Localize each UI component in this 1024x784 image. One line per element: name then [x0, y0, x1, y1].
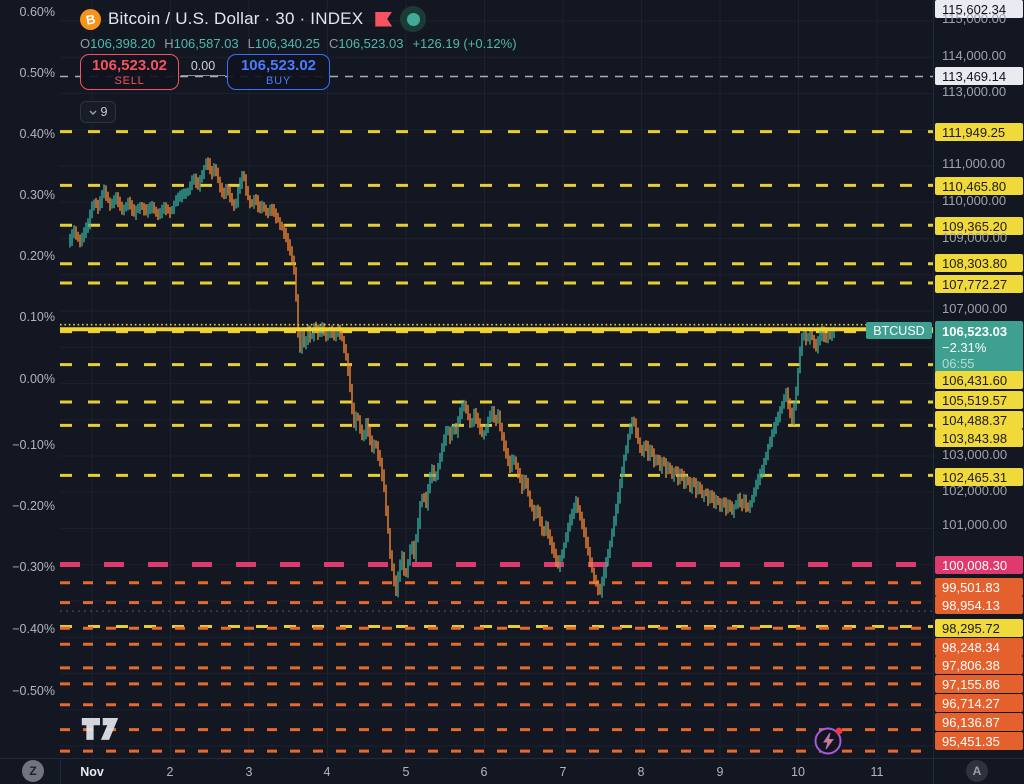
price-axis-label: 109,000.00	[942, 230, 1008, 245]
time-axis-label: 2	[166, 765, 174, 779]
price-axis-label: 114,000.00	[942, 48, 1007, 63]
price-axis-label: 115,000.00	[942, 11, 1007, 26]
current-price: 106,523.03	[942, 324, 1008, 339]
price-level-badge: 96,714.27	[935, 694, 1023, 712]
sell-label: SELL	[114, 74, 145, 87]
bar-countdown: 06:55	[942, 356, 975, 371]
price-level-badge: 110,465.80	[935, 177, 1023, 195]
time-axis-label: 4	[323, 765, 331, 779]
time-axis-label: 11	[870, 765, 884, 779]
price-level-badge: 106,431.60	[935, 371, 1023, 389]
time-axis[interactable]: Nov 2 3 4 5 6 7 8 9 10 11	[0, 758, 1024, 784]
price-axis-label: 110,000.00	[942, 193, 1007, 208]
hint-badge-a[interactable]: A	[966, 760, 988, 782]
price-level-badge: 95,451.35	[935, 732, 1023, 750]
price-level-badge: 99,501.83	[935, 578, 1023, 596]
price-level-badge: 98,248.34	[935, 638, 1023, 656]
current-change-pct: −2.31%	[942, 340, 987, 355]
time-axis-label: 7	[559, 765, 567, 779]
bitcoin-icon: B	[80, 8, 101, 30]
sell-price: 106,523.02	[91, 56, 168, 74]
price-level-badge: 96,136.87	[935, 713, 1023, 731]
time-axis-label: 10	[791, 765, 805, 779]
series-label-badge[interactable]: BTCUSD	[866, 322, 932, 339]
change-value: +126.19 (+0.12%)	[412, 36, 517, 51]
percent-axis-label: −0.50%	[12, 684, 55, 698]
chart-legend: B Bitcoin / U.S. Dollar · 30 · INDEX O10…	[80, 6, 526, 51]
percent-axis-label: 0.10%	[19, 310, 55, 324]
price-level-badge: 113,469.14	[935, 67, 1023, 85]
price-level-badge: 103,843.98	[935, 429, 1023, 447]
hint-badge-z[interactable]: Z	[22, 760, 44, 782]
price-level-badge: 97,155.86	[935, 675, 1023, 693]
percent-axis-label: 0.40%	[19, 127, 55, 141]
time-axis-label: 9	[716, 765, 724, 779]
time-axis-label: Nov	[80, 765, 104, 779]
ohlc-row: O106,398.20 H106,587.03 L106,340.25 C106…	[80, 36, 517, 51]
percent-axis-label: −0.10%	[12, 438, 55, 452]
price-level-badge: 98,295.72	[935, 619, 1023, 637]
price-axis-label: 113,000.00	[942, 84, 1007, 99]
price-level-badge: 111,949.25	[935, 123, 1023, 141]
buy-label: BUY	[265, 74, 292, 87]
price-axis-label: 103,000.00	[942, 447, 1008, 462]
quick-trade-lightning-button[interactable]	[812, 723, 846, 757]
price-level-badge: 108,303.80	[935, 254, 1023, 272]
percent-axis[interactable]: 0.60% 0.50% 0.40% 0.30% 0.20% 0.10% 0.00% −0.10…	[0, 0, 60, 758]
price-axis-label: 111,000.00	[942, 156, 1006, 171]
flag-icon[interactable]	[375, 11, 393, 27]
price-axis-label: 107,000.00	[942, 301, 1008, 316]
percent-axis-label: −0.30%	[12, 560, 55, 574]
percent-axis-label: −0.40%	[12, 622, 55, 636]
percent-axis-label: 0.50%	[19, 66, 55, 80]
price-level-badge: 109,365.20	[935, 217, 1023, 235]
price-level-badge: 104,488.37	[935, 411, 1023, 429]
price-level-badge: 98,954.13	[935, 596, 1023, 614]
percent-axis-label: 0.60%	[19, 5, 55, 19]
chart-pane[interactable]: B Bitcoin / U.S. Dollar · 30 · INDEX O10…	[0, 0, 933, 758]
price-level-badge: 105,519.57	[935, 391, 1023, 409]
price-axis[interactable]: 106,523.03 −2.31% 06:55 115,602.34 115,00…	[933, 0, 1024, 758]
time-axis-label: 3	[245, 765, 253, 779]
notification-dot	[835, 727, 843, 735]
percent-axis-label: 0.20%	[19, 249, 55, 263]
chevron-down-icon	[89, 110, 97, 115]
sell-button[interactable]: 106,523.02 SELL	[80, 54, 179, 90]
tradingview-logo[interactable]	[80, 714, 120, 742]
buy-button[interactable]: 106,523.02 BUY	[227, 54, 330, 90]
price-level-badge: 97,806.38	[935, 656, 1023, 674]
current-price-badge: 106,523.03 −2.31% 06:55	[935, 321, 1023, 373]
market-status-icon[interactable]	[400, 6, 427, 32]
price-axis-label: 101,000.00	[942, 517, 1008, 532]
time-axis-label: 8	[637, 765, 645, 779]
spread-value: 0.00	[181, 59, 225, 76]
percent-axis-label: 0.30%	[19, 188, 55, 202]
price-axis-label: 102,000.00	[942, 483, 1008, 498]
price-level-badge: 102,465.31	[935, 468, 1023, 486]
quantity-dropdown[interactable]: 9	[80, 101, 116, 123]
axis-separator	[60, 759, 61, 784]
price-level-badge: 107,772.27	[935, 275, 1023, 293]
price-level-badge: 115,602.34	[935, 0, 1023, 18]
candlestick-chart[interactable]	[0, 0, 933, 758]
buy-price: 106,523.02	[240, 56, 317, 74]
axis-separator	[933, 759, 934, 784]
percent-axis-label: 0.00%	[19, 372, 55, 386]
time-axis-label: 5	[402, 765, 410, 779]
time-axis-label: 6	[480, 765, 488, 779]
percent-axis-label: −0.20%	[12, 499, 55, 513]
symbol-title[interactable]: Bitcoin / U.S. Dollar · 30 · INDEX	[108, 9, 364, 28]
price-level-badge: 100,008.30	[935, 556, 1023, 574]
